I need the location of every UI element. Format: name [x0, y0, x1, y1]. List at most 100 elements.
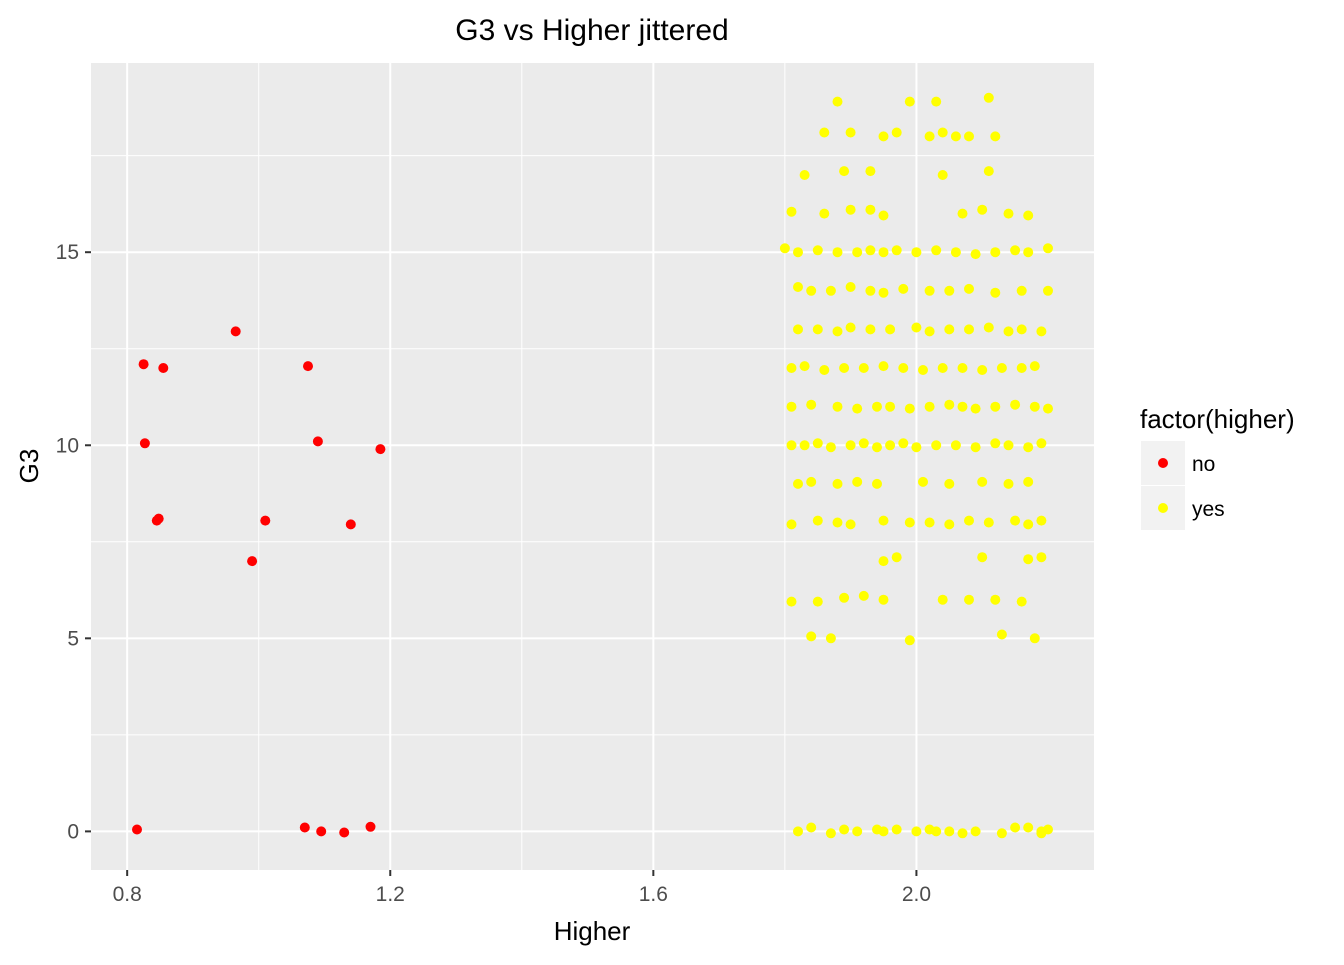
- point-yes: [950, 247, 961, 258]
- point-yes: [793, 247, 803, 258]
- point-yes: [839, 363, 850, 373]
- point-yes: [931, 440, 942, 451]
- point-yes: [885, 324, 896, 335]
- point-yes: [1036, 438, 1047, 449]
- point-yes: [1016, 285, 1027, 296]
- point-yes: [924, 285, 935, 296]
- point-yes: [865, 245, 876, 256]
- point-yes: [1016, 363, 1027, 373]
- point-yes: [872, 478, 882, 489]
- point-yes: [825, 285, 836, 296]
- point-yes: [1023, 210, 1034, 221]
- point-yes: [845, 282, 856, 292]
- point-yes: [832, 96, 843, 107]
- point-yes: [825, 633, 836, 644]
- point-yes: [924, 517, 935, 528]
- point-yes: [990, 438, 1001, 449]
- point-yes: [990, 247, 1001, 258]
- point-yes: [944, 399, 955, 410]
- point-yes: [1010, 399, 1021, 410]
- point-yes: [904, 403, 915, 414]
- point-yes: [1043, 285, 1053, 296]
- point-yes: [819, 208, 830, 219]
- point-yes: [1003, 326, 1014, 337]
- x-tick-label: 0.8: [113, 883, 142, 906]
- point-yes: [845, 127, 856, 138]
- point-yes: [812, 438, 823, 449]
- point-yes: [865, 166, 876, 177]
- point-yes: [1023, 822, 1034, 833]
- point-yes: [845, 204, 856, 215]
- point-yes: [799, 361, 810, 372]
- point-yes: [937, 363, 948, 373]
- point-yes: [1010, 515, 1021, 526]
- x-axis: 0.8 1.2 1.6 2.0: [113, 870, 931, 906]
- point-yes: [944, 324, 955, 335]
- point-yes: [865, 324, 876, 335]
- point-yes: [1016, 596, 1027, 607]
- point-no: [316, 826, 327, 837]
- y-tick-label: 5: [67, 627, 79, 650]
- point-yes: [983, 166, 994, 177]
- point-yes: [891, 245, 902, 256]
- point-yes: [878, 826, 889, 837]
- legend-label-yes: yes: [1192, 498, 1225, 521]
- point-yes: [1036, 326, 1047, 337]
- point-yes: [964, 324, 974, 335]
- point-yes: [786, 206, 797, 217]
- point-no: [230, 326, 241, 337]
- point-yes: [891, 824, 902, 835]
- point-yes: [1016, 324, 1027, 335]
- point-yes: [845, 440, 856, 451]
- point-yes: [806, 822, 817, 833]
- x-tick-label: 1.2: [376, 883, 405, 906]
- point-yes: [812, 596, 823, 607]
- point-yes: [878, 594, 889, 605]
- point-yes: [924, 131, 935, 142]
- point-no: [247, 556, 258, 567]
- point-yes: [931, 96, 942, 107]
- point-yes: [898, 438, 909, 449]
- point-yes: [977, 476, 988, 487]
- point-yes: [944, 285, 955, 296]
- grid-lines: [91, 63, 1094, 870]
- point-yes: [964, 515, 974, 526]
- point-yes: [904, 96, 915, 107]
- point-yes: [799, 170, 810, 180]
- point-yes: [839, 166, 850, 177]
- point-yes: [878, 515, 889, 526]
- point-yes: [793, 324, 803, 335]
- point-yes: [937, 170, 948, 180]
- point-yes: [1023, 247, 1034, 258]
- point-yes: [858, 590, 869, 601]
- point-no: [153, 513, 164, 524]
- point-yes: [990, 131, 1001, 142]
- point-yes: [904, 517, 915, 528]
- point-yes: [793, 282, 803, 292]
- point-yes: [852, 826, 863, 837]
- point-yes: [1023, 519, 1034, 530]
- point-yes: [852, 247, 863, 258]
- point-yes: [1010, 822, 1021, 833]
- point-yes: [898, 363, 909, 373]
- point-yes: [996, 363, 1007, 373]
- point-yes: [977, 365, 988, 375]
- x-axis-label: Higher: [554, 916, 631, 946]
- point-yes: [937, 594, 948, 605]
- data-points: [132, 92, 1053, 839]
- point-yes: [825, 442, 836, 453]
- point-yes: [1023, 476, 1034, 487]
- point-yes: [957, 363, 968, 373]
- point-yes: [931, 826, 942, 837]
- point-yes: [793, 478, 803, 489]
- point-yes: [911, 247, 922, 258]
- point-yes: [806, 285, 817, 296]
- point-yes: [812, 245, 823, 256]
- point-yes: [964, 283, 974, 294]
- point-yes: [865, 204, 876, 215]
- point-yes: [806, 631, 817, 642]
- point-yes: [885, 401, 896, 412]
- point-no: [312, 436, 323, 447]
- point-yes: [1003, 478, 1014, 489]
- point-yes: [950, 440, 961, 451]
